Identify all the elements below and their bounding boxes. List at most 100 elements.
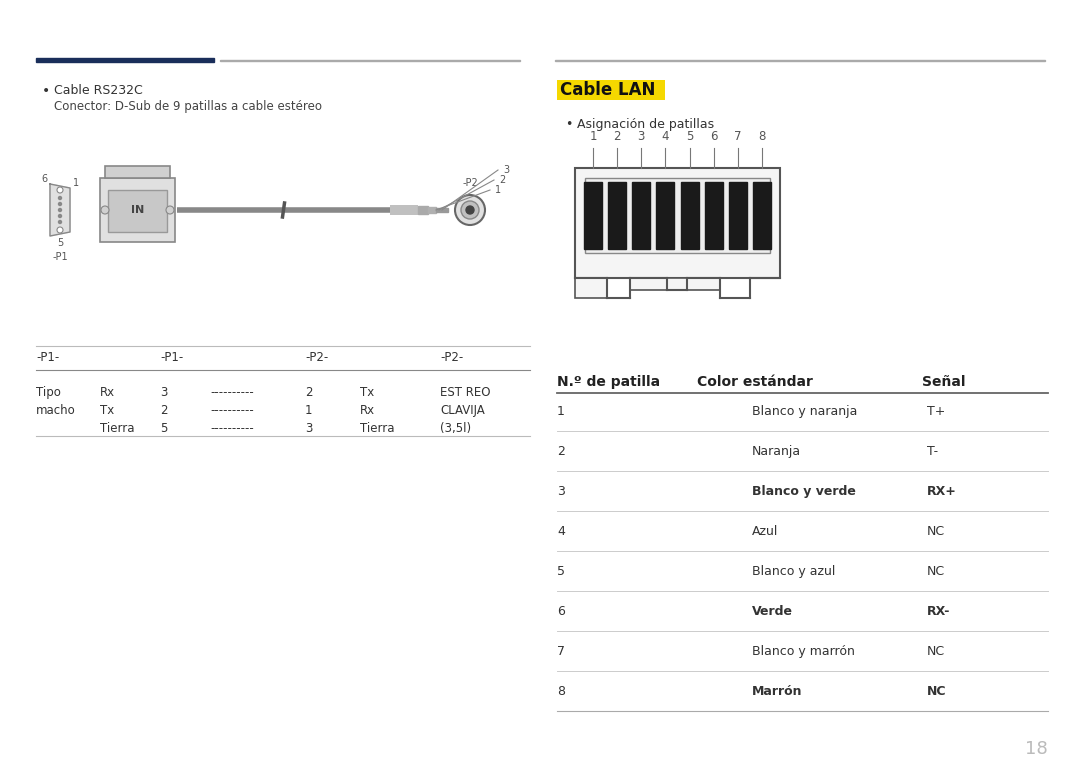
Circle shape bbox=[166, 206, 174, 214]
Text: NC: NC bbox=[927, 565, 945, 578]
Text: RX-: RX- bbox=[927, 605, 950, 618]
Text: T-: T- bbox=[927, 445, 939, 458]
Text: Azul: Azul bbox=[752, 525, 779, 538]
Text: Blanco y verde: Blanco y verde bbox=[752, 485, 855, 498]
Text: NC: NC bbox=[927, 645, 945, 658]
Text: ----------: ---------- bbox=[210, 422, 254, 435]
Text: 2: 2 bbox=[613, 130, 621, 143]
Text: 3: 3 bbox=[637, 130, 645, 143]
Text: Tierra: Tierra bbox=[360, 422, 394, 435]
Circle shape bbox=[102, 206, 109, 214]
Text: 8: 8 bbox=[557, 685, 565, 698]
Text: Rx: Rx bbox=[100, 386, 116, 399]
Circle shape bbox=[57, 227, 63, 233]
Text: -P1: -P1 bbox=[52, 252, 68, 262]
Text: -P2-: -P2- bbox=[305, 351, 328, 364]
Text: 2: 2 bbox=[305, 386, 312, 399]
Text: Verde: Verde bbox=[752, 605, 793, 618]
Text: Tierra: Tierra bbox=[100, 422, 135, 435]
Bar bbox=[630, 278, 720, 290]
Polygon shape bbox=[50, 184, 70, 236]
Text: IN: IN bbox=[131, 205, 144, 215]
Text: NC: NC bbox=[927, 685, 946, 698]
Bar bbox=[220, 60, 519, 61]
Bar bbox=[584, 182, 602, 249]
Text: 2: 2 bbox=[499, 175, 505, 185]
Text: Cable RS232C: Cable RS232C bbox=[54, 84, 143, 97]
Text: Naranja: Naranja bbox=[752, 445, 801, 458]
Text: 1: 1 bbox=[305, 404, 312, 417]
Text: 3: 3 bbox=[160, 386, 167, 399]
Text: -P1-: -P1- bbox=[36, 351, 59, 364]
Text: 5: 5 bbox=[557, 565, 565, 578]
Circle shape bbox=[57, 187, 63, 193]
Bar bbox=[108, 190, 167, 232]
Text: 1: 1 bbox=[557, 405, 565, 418]
Circle shape bbox=[455, 195, 485, 225]
Bar bbox=[36, 58, 214, 62]
Text: Blanco y naranja: Blanco y naranja bbox=[752, 405, 858, 418]
Text: •: • bbox=[565, 118, 572, 131]
Text: 5: 5 bbox=[57, 238, 63, 248]
Text: 4: 4 bbox=[557, 525, 565, 538]
Text: 3: 3 bbox=[557, 485, 565, 498]
Circle shape bbox=[58, 202, 62, 205]
Bar bbox=[585, 178, 770, 253]
Text: (3,5l): (3,5l) bbox=[440, 422, 471, 435]
Text: 7: 7 bbox=[734, 130, 742, 143]
Text: 3: 3 bbox=[305, 422, 312, 435]
Bar bbox=[575, 278, 607, 298]
Text: 1: 1 bbox=[73, 178, 79, 188]
Text: 1: 1 bbox=[495, 185, 501, 195]
Bar bbox=[705, 182, 723, 249]
Bar bbox=[608, 182, 626, 249]
Bar bbox=[436, 208, 448, 212]
Text: 8: 8 bbox=[758, 130, 766, 143]
Bar bbox=[428, 207, 436, 213]
Text: 4: 4 bbox=[662, 130, 670, 143]
Text: -P1-: -P1- bbox=[160, 351, 184, 364]
Text: ----------: ---------- bbox=[210, 386, 254, 399]
Text: Tx: Tx bbox=[360, 386, 375, 399]
Bar bbox=[105, 166, 170, 178]
Text: Tx: Tx bbox=[100, 404, 114, 417]
Bar bbox=[100, 178, 175, 242]
Text: CLAVIJA: CLAVIJA bbox=[440, 404, 485, 417]
Text: 6: 6 bbox=[710, 130, 717, 143]
Circle shape bbox=[465, 206, 474, 214]
Bar bbox=[657, 182, 674, 249]
Text: T+: T+ bbox=[927, 405, 945, 418]
Bar bbox=[632, 182, 650, 249]
Text: Rx: Rx bbox=[360, 404, 375, 417]
Text: 5: 5 bbox=[160, 422, 167, 435]
Text: Señal: Señal bbox=[922, 375, 966, 389]
Circle shape bbox=[58, 197, 62, 199]
Text: ----------: ---------- bbox=[210, 404, 254, 417]
Text: 3: 3 bbox=[503, 165, 509, 175]
Text: N.º de patilla: N.º de patilla bbox=[557, 375, 660, 389]
Text: 18: 18 bbox=[1025, 740, 1048, 758]
Text: 5: 5 bbox=[686, 130, 693, 143]
Bar bbox=[390, 205, 418, 215]
Text: Blanco y azul: Blanco y azul bbox=[752, 565, 835, 578]
Text: Conector: D-Sub de 9 patillas a cable estéreo: Conector: D-Sub de 9 patillas a cable es… bbox=[54, 100, 322, 113]
Circle shape bbox=[461, 201, 480, 219]
Text: 6: 6 bbox=[41, 174, 48, 184]
Text: Asignación de patillas: Asignación de patillas bbox=[577, 118, 714, 131]
Text: -P2-: -P2- bbox=[440, 351, 463, 364]
Bar bbox=[753, 182, 771, 249]
Bar bbox=[557, 80, 665, 100]
Bar bbox=[680, 182, 699, 249]
Text: macho: macho bbox=[36, 404, 76, 417]
Text: Tipo: Tipo bbox=[36, 386, 60, 399]
Bar bbox=[729, 182, 747, 249]
Text: 6: 6 bbox=[557, 605, 565, 618]
Circle shape bbox=[58, 208, 62, 211]
Text: Blanco y marrón: Blanco y marrón bbox=[752, 645, 855, 658]
Text: 7: 7 bbox=[557, 645, 565, 658]
Bar bbox=[575, 168, 780, 278]
Text: •: • bbox=[42, 84, 51, 98]
Bar bbox=[418, 206, 428, 214]
Text: NC: NC bbox=[927, 525, 945, 538]
Text: 2: 2 bbox=[160, 404, 167, 417]
